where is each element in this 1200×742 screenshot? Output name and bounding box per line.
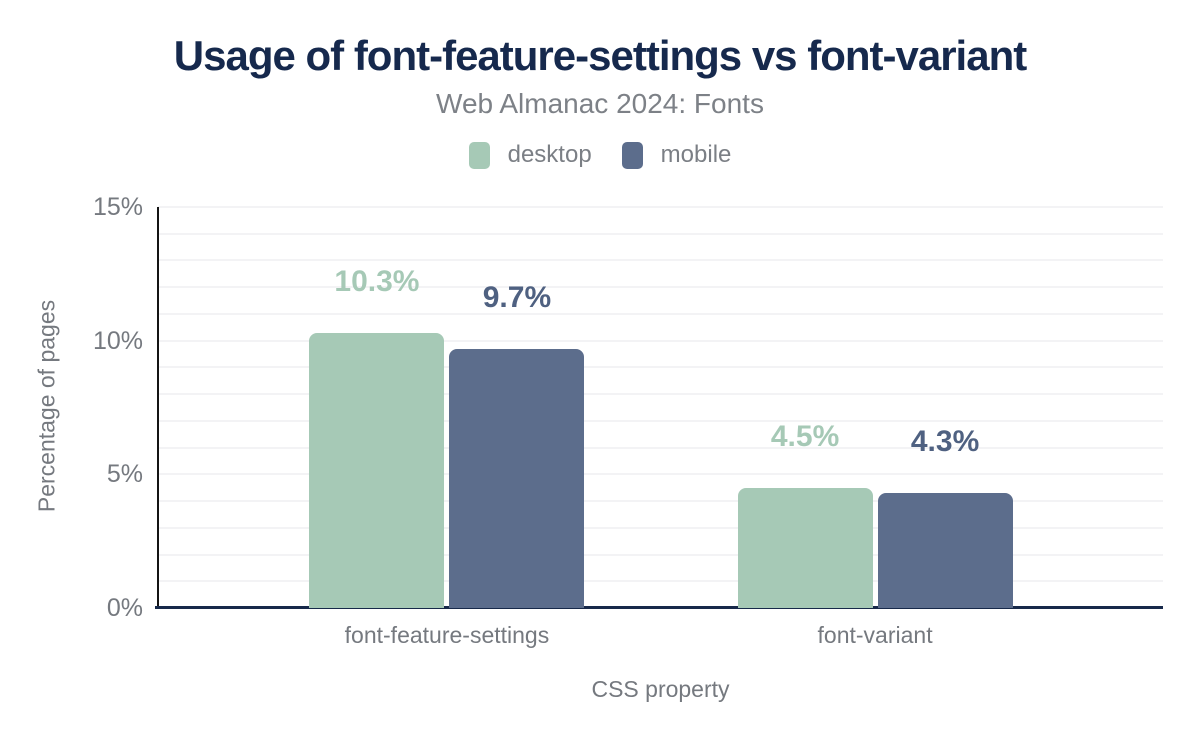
gridline [158, 500, 1163, 503]
y-tick-label: 10% [92, 326, 143, 355]
gridline [158, 473, 1163, 476]
x-axis-line [155, 606, 1163, 609]
legend-item-mobile[interactable]: mobile [621, 141, 732, 169]
legend-label-mobile: mobile [660, 141, 732, 168]
gridline [158, 553, 1163, 556]
y-tick-label: 0% [106, 594, 143, 622]
bar-mobile-font-feature-settings[interactable] [449, 348, 585, 608]
value-label-mobile-font-variant: 4.3% [910, 425, 980, 459]
legend-swatch-mobile [621, 141, 643, 169]
gridline [158, 286, 1163, 289]
bar-desktop-font-feature-settings[interactable] [309, 332, 445, 608]
legend: desktop mobile [0, 141, 1200, 169]
gridline [158, 580, 1163, 583]
gridline [158, 312, 1163, 315]
gridline [158, 232, 1163, 235]
legend-item-desktop[interactable]: desktop [468, 141, 592, 169]
bar-desktop-font-variant[interactable] [737, 487, 873, 608]
gridline [158, 393, 1163, 396]
value-label-desktop-font-feature-settings: 10.3% [334, 264, 420, 298]
y-axis-line [157, 207, 159, 608]
gridline [158, 259, 1163, 262]
gridline [158, 419, 1163, 422]
bar-mobile-font-variant[interactable] [877, 493, 1013, 608]
gridline [158, 206, 1163, 208]
gridline [158, 339, 1163, 342]
chart-title: Usage of font-feature-settings vs font-v… [173, 32, 1027, 79]
plot-area: 0% 5% 10% 15% 10.3% 9.7% font-feature-settings… [93, 193, 1163, 648]
legend-swatch-desktop [468, 141, 490, 169]
chart-subtitle: Web Almanac 2024: Fonts [436, 88, 764, 119]
category-label-font-variant: font-variant [817, 622, 933, 648]
gridline [158, 446, 1163, 449]
value-label-desktop-font-variant: 4.5% [770, 419, 840, 453]
category-label-font-feature-settings: font-feature-settings [344, 622, 550, 648]
gridline [158, 526, 1163, 529]
legend-label-desktop: desktop [507, 141, 592, 168]
x-axis-title: CSS property [591, 676, 730, 702]
y-tick-label: 5% [106, 460, 143, 489]
value-label-mobile-font-feature-settings: 9.7% [482, 280, 552, 314]
y-tick-label: 15% [92, 193, 143, 221]
gridline [158, 366, 1163, 369]
